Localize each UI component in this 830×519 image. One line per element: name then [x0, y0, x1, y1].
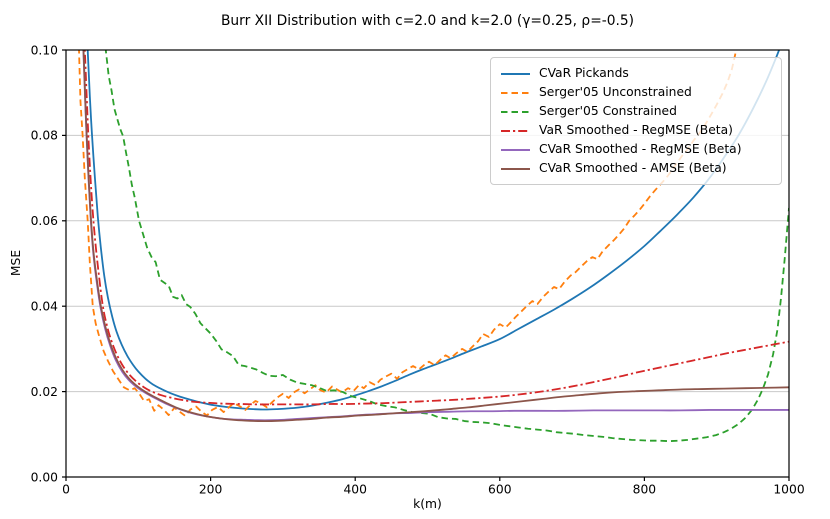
y-tick-label: 0.08: [31, 129, 58, 143]
x-tick-label: 1000: [773, 483, 804, 497]
series-line-var-smoothed-regmse-beta: [83, 50, 789, 406]
legend-entry: CVaR Smoothed - AMSE (Beta): [500, 159, 773, 178]
x-tick-label: 0: [62, 483, 70, 497]
series-line-cvar-smoothed-amse-beta: [82, 50, 789, 423]
legend-line-sample: [501, 72, 530, 75]
chart-title: Burr XII Distribution with c=2.0 and k=2…: [220, 13, 635, 29]
legend-entry: VaR Smoothed - RegMSE (Beta): [500, 121, 773, 140]
legend-line-sample: [501, 91, 530, 94]
legend-label: CVaR Smoothed - AMSE (Beta): [539, 161, 727, 175]
series-line-serger-05-unconstrained: [78, 50, 738, 417]
y-tick-label: 0.10: [31, 43, 58, 57]
legend-label: CVaR Smoothed - RegMSE (Beta): [539, 142, 742, 156]
x-axis-label: k(m): [413, 497, 442, 511]
legend: CVaR Pickands Serger'05 Unconstrained Serg…: [490, 57, 782, 185]
legend-entry: Serger'05 Constrained: [500, 102, 773, 121]
legend-label: VaR Smoothed - RegMSE (Beta): [539, 123, 733, 137]
legend-label: Serger'05 Constrained: [539, 104, 677, 118]
y-tick-label: 0.02: [31, 385, 58, 399]
y-axis-label: MSE: [9, 249, 23, 277]
legend-line-sample: [501, 129, 530, 132]
y-tick-label: 0.04: [31, 300, 59, 314]
x-tick-label: 800: [633, 483, 656, 497]
y-tick-label: 0.00: [31, 470, 58, 484]
legend-label: Serger'05 Unconstrained: [539, 85, 692, 99]
legend-line-sample: [501, 167, 530, 170]
plot-border: [65, 49, 790, 478]
x-tick-label: 200: [199, 483, 222, 497]
legend-line-sample: [501, 110, 530, 113]
legend-line-sample: [501, 148, 530, 151]
x-tick-label: 600: [488, 483, 511, 497]
x-tick-label: 400: [343, 483, 366, 497]
series-line-cvar-pickands: [86, 50, 781, 411]
legend-label: CVaR Pickands: [539, 66, 629, 80]
legend-entry: CVaR Smoothed - RegMSE (Beta): [500, 140, 773, 159]
y-tick-label: 0.06: [31, 214, 59, 228]
legend-entry: Serger'05 Unconstrained: [500, 83, 773, 102]
legend-entry: CVaR Pickands: [500, 64, 773, 83]
